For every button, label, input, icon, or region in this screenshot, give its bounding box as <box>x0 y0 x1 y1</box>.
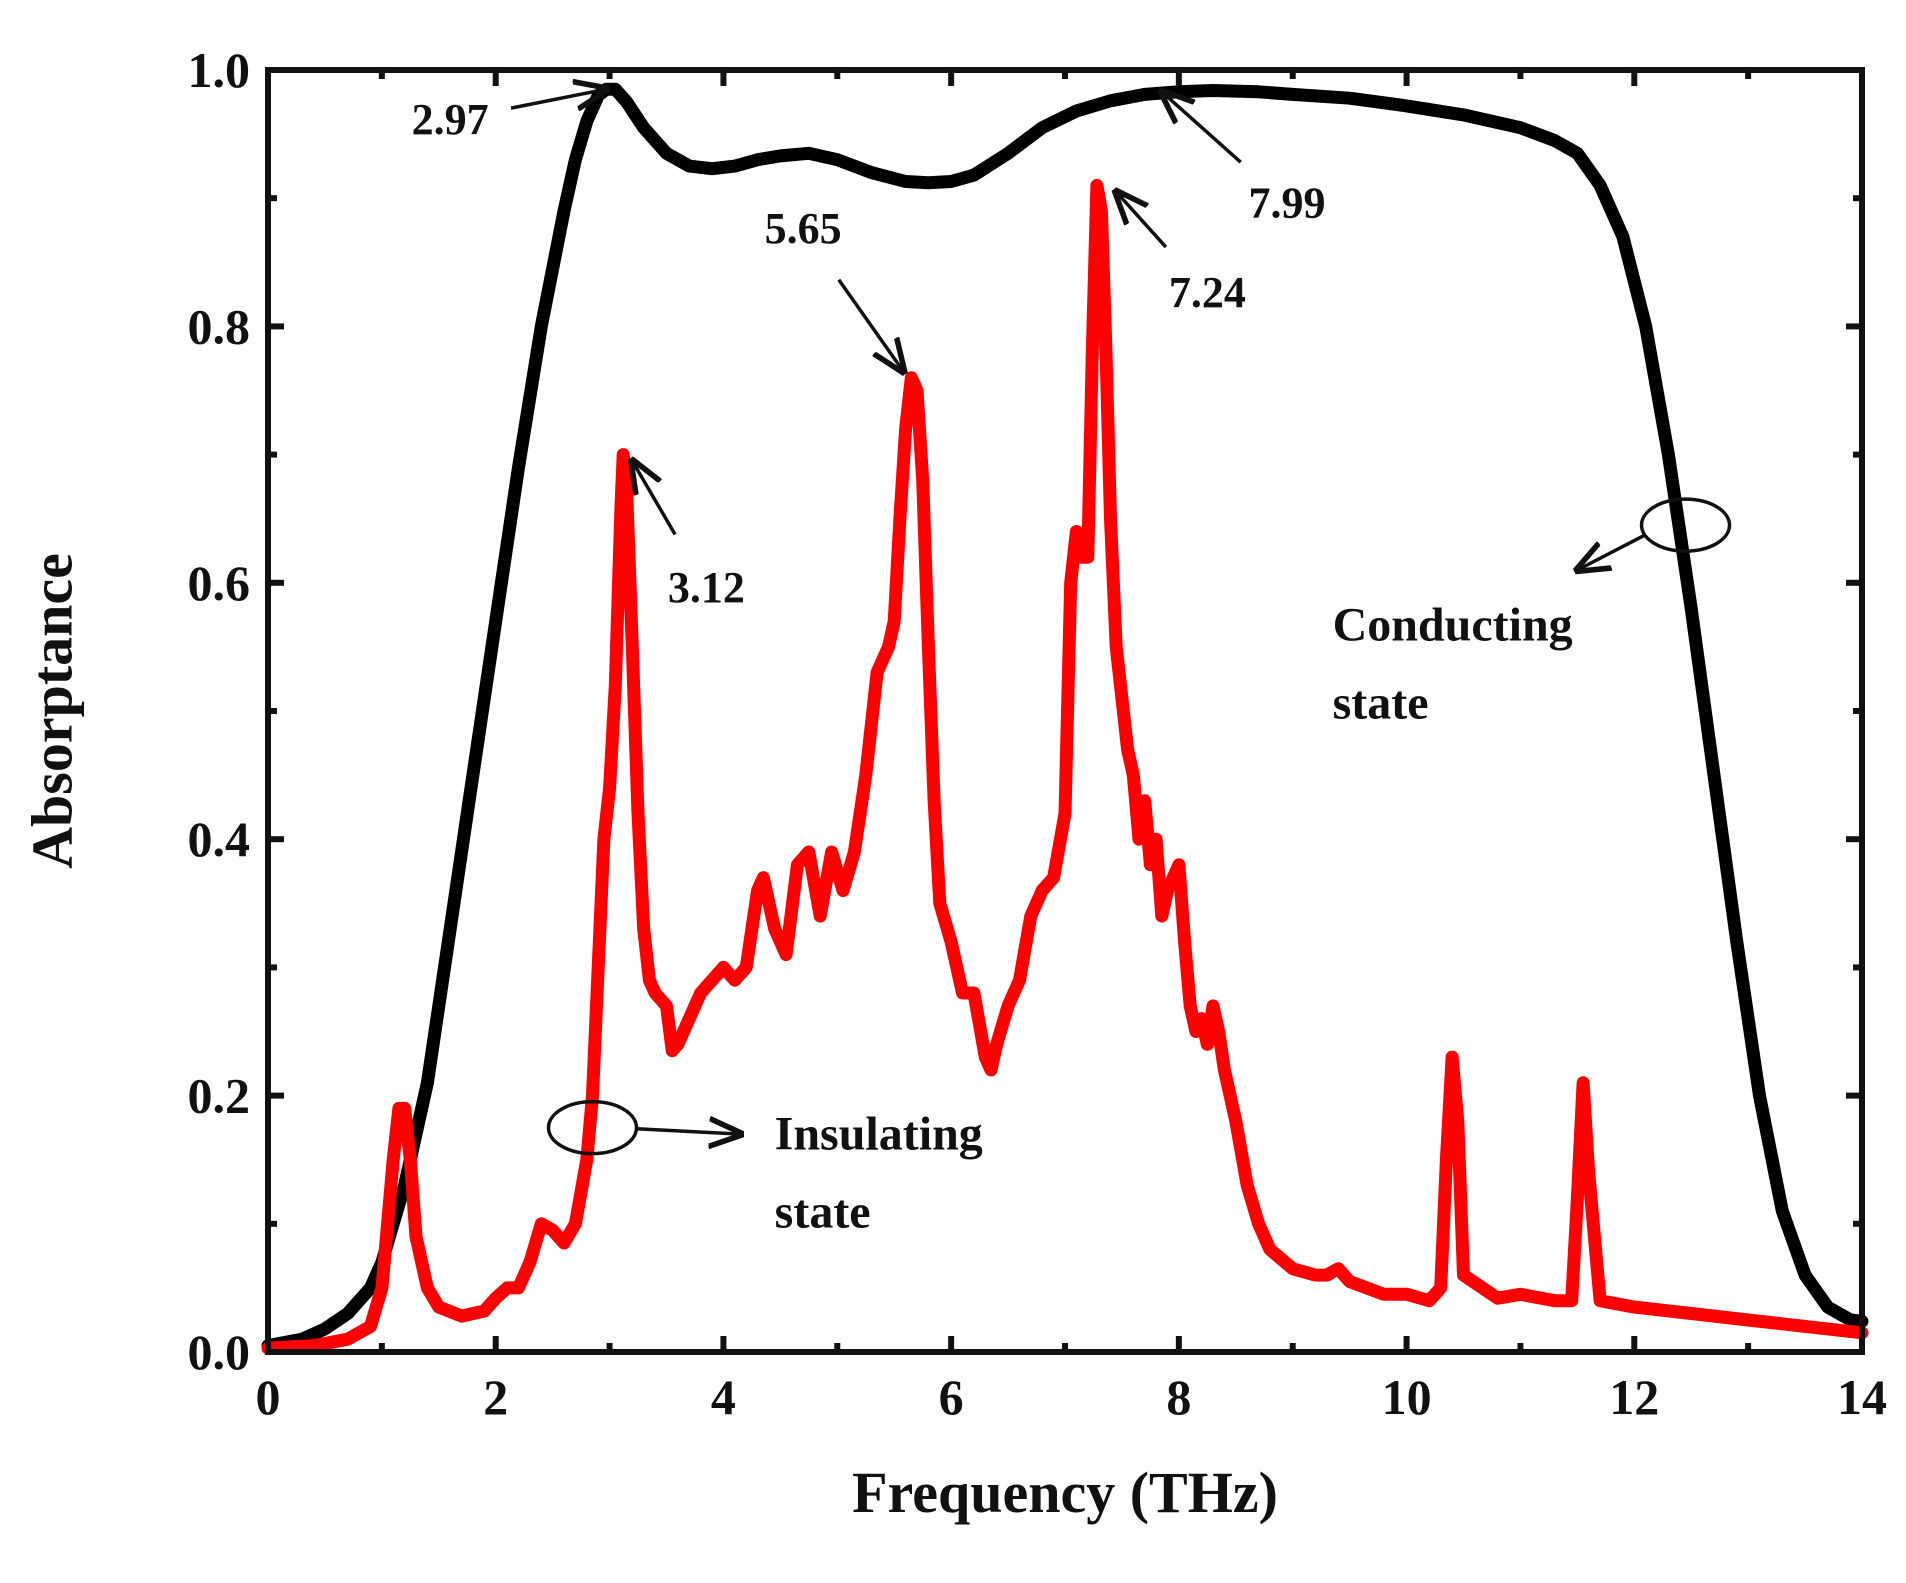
series-line-insulating-state <box>261 178 1869 1355</box>
x-tick-label: 8 <box>1166 1369 1191 1425</box>
series-legend-label-line: state <box>775 1185 871 1238</box>
y-axis-title: Absorptance <box>19 553 84 869</box>
series-marker-ellipse <box>1639 497 1732 553</box>
x-tick-label: 6 <box>939 1369 964 1425</box>
series-layer <box>261 82 1869 1355</box>
series-legend-label-line: Conducting <box>1333 598 1573 651</box>
series-line-conducting-state <box>261 82 1869 1353</box>
peak-label-2-97: 2.97 <box>412 95 489 144</box>
series-marker-arrow <box>636 1129 741 1134</box>
x-tick-label: 14 <box>1837 1369 1887 1425</box>
peak-arrow <box>1116 192 1168 249</box>
peak-label-7-99: 7.99 <box>1249 178 1326 227</box>
peak-arrow <box>510 89 606 108</box>
y-tick-label: 1.0 <box>188 42 251 98</box>
annotations-layer: 2.97 7.99 3.12 5.65 7.24 <box>412 89 1326 612</box>
peak-arrow <box>1162 92 1242 164</box>
x-tick-label: 12 <box>1609 1369 1659 1425</box>
y-tick-label: 0.4 <box>188 811 251 867</box>
x-tick-label: 0 <box>256 1369 281 1425</box>
series-legend-label-line: Insulating <box>775 1107 983 1160</box>
legend-markers-layer: Conducting state Insulating state <box>546 497 1732 1238</box>
y-tick-label: 0.0 <box>188 1324 251 1380</box>
peak-label-3-12: 3.12 <box>668 563 745 612</box>
ticks-layer: 0 2 4 6 8 10 12 14 0.0 0.2 0.4 0.6 0.8 1.0 <box>188 42 1888 1425</box>
peak-arrow <box>837 278 904 372</box>
y-tick-label: 0.8 <box>188 298 251 354</box>
series-legend-label-line: state <box>1333 676 1429 729</box>
y-tick-label: 0.6 <box>188 555 251 611</box>
peak-label-7-24: 7.24 <box>1169 268 1246 317</box>
peak-label-5-65: 5.65 <box>765 204 842 253</box>
peak-arrow <box>632 461 677 536</box>
x-axis-title: Frequency (THz) <box>852 1460 1278 1525</box>
x-tick-label: 2 <box>483 1369 508 1425</box>
series-marker-arrow <box>1577 533 1646 570</box>
x-tick-label: 10 <box>1382 1369 1432 1425</box>
x-tick-label: 4 <box>711 1369 736 1425</box>
y-tick-label: 0.2 <box>188 1068 251 1124</box>
series-marker-ellipse <box>546 1099 639 1156</box>
